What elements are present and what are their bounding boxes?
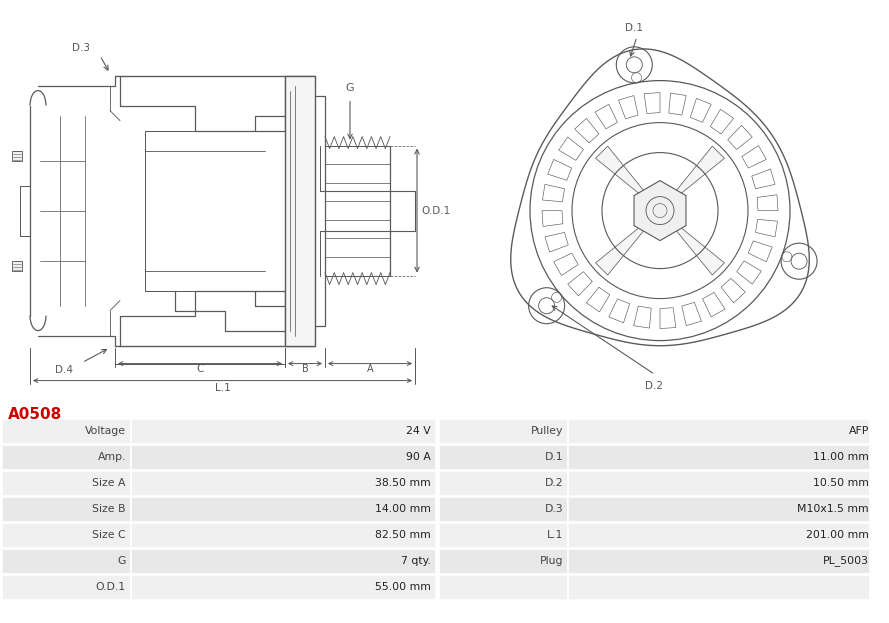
- FancyBboxPatch shape: [2, 471, 131, 496]
- Text: 55.00 mm: 55.00 mm: [374, 582, 430, 592]
- FancyBboxPatch shape: [438, 549, 567, 574]
- Text: 11.00 mm: 11.00 mm: [813, 452, 869, 462]
- Polygon shape: [596, 216, 655, 275]
- Text: 38.50 mm: 38.50 mm: [375, 478, 430, 488]
- Text: Size B: Size B: [92, 504, 126, 514]
- Polygon shape: [634, 181, 686, 240]
- Text: D.3: D.3: [72, 42, 90, 52]
- FancyBboxPatch shape: [438, 523, 567, 548]
- Text: M10x1.5 mm: M10x1.5 mm: [797, 504, 869, 514]
- Text: Amp.: Amp.: [98, 452, 126, 462]
- FancyBboxPatch shape: [567, 445, 870, 470]
- Text: D.3: D.3: [545, 504, 564, 514]
- Text: B: B: [301, 364, 308, 374]
- Polygon shape: [596, 146, 655, 206]
- FancyBboxPatch shape: [438, 419, 567, 444]
- FancyBboxPatch shape: [2, 419, 131, 444]
- Polygon shape: [665, 216, 725, 275]
- Text: AFP: AFP: [849, 426, 869, 435]
- FancyBboxPatch shape: [438, 445, 567, 470]
- Text: D.1: D.1: [545, 452, 564, 462]
- Text: 201.00 mm: 201.00 mm: [806, 530, 869, 540]
- FancyBboxPatch shape: [567, 471, 870, 496]
- FancyBboxPatch shape: [2, 523, 131, 548]
- Text: D.1: D.1: [625, 22, 643, 32]
- Bar: [12, 151, 22, 161]
- FancyBboxPatch shape: [567, 497, 870, 522]
- Text: L.1: L.1: [547, 530, 564, 540]
- FancyBboxPatch shape: [567, 419, 870, 444]
- Text: 82.50 mm: 82.50 mm: [375, 530, 430, 540]
- Text: L.1: L.1: [214, 383, 230, 392]
- Text: 90 A: 90 A: [405, 452, 430, 462]
- Text: A0508: A0508: [8, 407, 62, 422]
- Text: Size C: Size C: [92, 530, 126, 540]
- Bar: [12, 260, 22, 270]
- Text: Pulley: Pulley: [531, 426, 564, 435]
- Text: 10.50 mm: 10.50 mm: [813, 478, 869, 488]
- Text: PL_5003: PL_5003: [823, 556, 869, 566]
- FancyBboxPatch shape: [131, 471, 436, 496]
- FancyBboxPatch shape: [438, 575, 567, 600]
- FancyBboxPatch shape: [438, 497, 567, 522]
- Text: G: G: [346, 83, 355, 93]
- Text: D.2: D.2: [545, 478, 564, 488]
- FancyBboxPatch shape: [131, 497, 436, 522]
- FancyBboxPatch shape: [131, 523, 436, 548]
- FancyBboxPatch shape: [438, 471, 567, 496]
- Text: D.4: D.4: [55, 364, 73, 374]
- Text: O.D.1: O.D.1: [421, 206, 450, 216]
- Text: 14.00 mm: 14.00 mm: [374, 504, 430, 514]
- FancyBboxPatch shape: [2, 497, 131, 522]
- FancyBboxPatch shape: [2, 549, 131, 574]
- Text: Size A: Size A: [92, 478, 126, 488]
- Text: A: A: [366, 364, 373, 374]
- Polygon shape: [665, 146, 725, 206]
- Text: D.2: D.2: [645, 381, 663, 391]
- FancyBboxPatch shape: [567, 575, 870, 600]
- FancyBboxPatch shape: [567, 523, 870, 548]
- Text: O.D.1: O.D.1: [96, 582, 126, 592]
- Bar: [285, 75, 315, 346]
- FancyBboxPatch shape: [131, 445, 436, 470]
- FancyBboxPatch shape: [2, 575, 131, 600]
- FancyBboxPatch shape: [131, 419, 436, 444]
- Text: 7 qty.: 7 qty.: [401, 556, 430, 566]
- FancyBboxPatch shape: [131, 575, 436, 600]
- Text: G: G: [117, 556, 126, 566]
- Text: C: C: [196, 364, 204, 374]
- FancyBboxPatch shape: [567, 549, 870, 574]
- FancyBboxPatch shape: [131, 549, 436, 574]
- Text: 24 V: 24 V: [405, 426, 430, 435]
- Text: Plug: Plug: [540, 556, 564, 566]
- Text: Voltage: Voltage: [85, 426, 126, 435]
- FancyBboxPatch shape: [2, 445, 131, 470]
